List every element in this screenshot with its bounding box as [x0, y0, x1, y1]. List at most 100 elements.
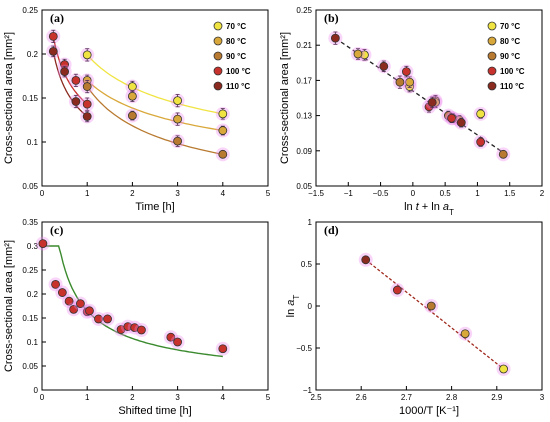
y-axis-title: Cross-sectional area [mm²] — [3, 240, 15, 372]
y-axis-title: ln aT — [285, 295, 301, 318]
legend-marker — [213, 51, 223, 61]
data-point — [426, 301, 436, 311]
y-tick-label: 0.5 — [301, 260, 313, 269]
legend-marker — [487, 66, 497, 76]
x-tick-label: 2 — [130, 393, 135, 402]
data-point — [71, 76, 81, 85]
legend-label: 90 °C — [500, 52, 520, 61]
data-point — [330, 33, 340, 43]
y-tick-label: 0.05 — [296, 182, 312, 191]
panel-label: (a) — [50, 11, 64, 25]
legend-marker — [213, 21, 223, 31]
data-point — [71, 97, 81, 106]
data-point — [60, 67, 69, 76]
x-tick-label: 2 — [540, 189, 545, 198]
data-point — [166, 332, 176, 342]
data-point — [405, 77, 415, 87]
data-point — [69, 304, 79, 314]
x-tick-label: 0 — [40, 393, 45, 402]
panel-label: (d) — [324, 223, 339, 237]
x-axis-title: Time [h] — [135, 201, 174, 213]
y-axis-title: Cross-sectional area [mm²] — [3, 32, 15, 164]
y-tick-label: 0.13 — [296, 112, 312, 121]
fit-curve — [86, 54, 223, 115]
data-point — [456, 118, 466, 128]
y-tick-label: 0.25 — [296, 6, 312, 15]
data-point — [76, 299, 85, 309]
y-tick-label: 0.15 — [22, 314, 38, 323]
y-tick-label: 0.09 — [296, 147, 312, 156]
panel-d: 2.5 2.6 2.7 2.8 2.9 3 −1 −0.5 0 0.5 1 (d) 1000/T [K⁻… — [285, 218, 545, 417]
y-tick-label: 0.21 — [296, 41, 312, 50]
x-tick-label: 5 — [266, 393, 271, 402]
data-point — [127, 91, 137, 101]
x-tick-label: 5 — [266, 189, 271, 198]
legend-marker — [487, 36, 497, 46]
fit-curve — [52, 51, 88, 117]
master-curve — [42, 245, 223, 358]
legend-label: 80 °C — [500, 37, 520, 46]
y-tick-label: 0.25 — [22, 6, 38, 15]
x-tick-label: −1 — [344, 189, 354, 198]
x-tick-label: 4 — [221, 393, 226, 402]
data-point — [82, 112, 92, 121]
fit-curve — [86, 79, 223, 132]
data-point — [498, 149, 508, 159]
y-tick-label: 0.35 — [22, 218, 38, 227]
legend-marker — [487, 81, 497, 91]
data-point — [85, 306, 94, 316]
y-tick-label: 0.17 — [296, 76, 312, 85]
x-tick-label: 3 — [175, 189, 180, 198]
panel-a: 0 1 2 3 4 5 0.05 0.1 0.15 0.2 0.25 (a) 70 °C 80 °C 90 … — [3, 6, 271, 213]
legend-label: 70 °C — [226, 22, 246, 31]
x-tick-label: 0 — [40, 189, 45, 198]
data-point — [395, 77, 405, 87]
data-point — [82, 82, 92, 91]
data-point — [218, 344, 228, 354]
y-tick-label: 0.2 — [27, 290, 39, 299]
y-tick-label: 0.05 — [22, 182, 38, 191]
legend-label: 100 °C — [226, 67, 251, 76]
data-point — [94, 314, 103, 324]
data-point — [48, 32, 58, 41]
x-tick-label: 2.5 — [310, 393, 322, 402]
data-point — [64, 296, 74, 306]
x-tick-label: 3 — [540, 393, 545, 402]
data-point — [51, 279, 60, 289]
master-fit-line — [335, 37, 504, 154]
y-tick-label: 0.05 — [22, 362, 38, 371]
data-point — [447, 113, 457, 123]
plot-frame — [315, 9, 543, 187]
legend-label: 80 °C — [226, 37, 246, 46]
data-point — [392, 285, 402, 295]
data-point — [173, 114, 183, 124]
panel-label: (b) — [324, 11, 339, 25]
y-tick-label: 0.25 — [22, 266, 38, 275]
y-tick-label: −1 — [303, 386, 313, 395]
x-tick-label: 2.9 — [491, 393, 503, 402]
x-axis-title: Shifted time [h] — [118, 405, 191, 417]
data-point — [173, 136, 183, 146]
data-point — [48, 46, 58, 56]
y-tick-label: 0 — [34, 386, 39, 395]
x-tick-label: 4 — [221, 189, 226, 198]
panel-b: −1.5 −1 −0.5 0 0.5 1 1.5 2 0.05 0.09 0.13 0.17 0.21 0… — [279, 6, 545, 217]
data-point — [82, 50, 92, 60]
fit-curve — [86, 86, 223, 155]
x-tick-label: 2.6 — [356, 393, 368, 402]
y-tick-label: 0.15 — [22, 94, 38, 103]
x-tick-label: 1 — [85, 393, 90, 402]
legend-label: 100 °C — [500, 67, 525, 76]
data-point — [218, 149, 228, 159]
x-tick-label: −1.5 — [308, 189, 324, 198]
x-tick-label: 1 — [85, 189, 90, 198]
data-point — [127, 111, 137, 120]
data-point — [173, 96, 183, 106]
x-tick-label: 0.5 — [440, 189, 452, 198]
data-point — [361, 255, 371, 265]
data-point — [353, 49, 363, 59]
legend-marker — [487, 21, 497, 31]
data-point — [137, 325, 146, 335]
data-point — [476, 109, 486, 119]
